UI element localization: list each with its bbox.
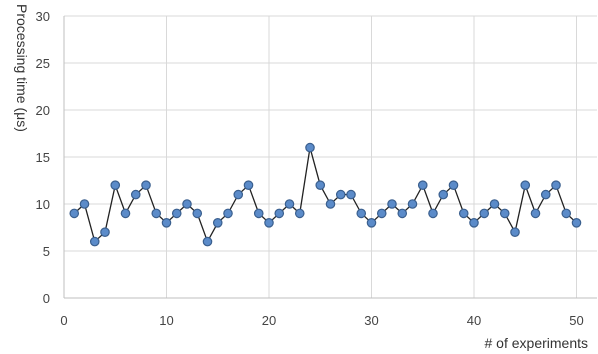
x-tick-label: 40 <box>467 313 481 328</box>
data-point <box>469 218 479 228</box>
data-point <box>233 189 244 200</box>
data-point <box>79 199 90 209</box>
y-tick-label: 20 <box>36 103 50 118</box>
data-point <box>561 208 572 219</box>
data-point <box>366 218 377 228</box>
tick-labels: 0 5 10 15 20 25 30 0 10 20 30 40 50 <box>36 9 584 328</box>
data-point <box>294 208 305 219</box>
data-point <box>510 227 520 237</box>
y-tick-label: 25 <box>36 56 50 71</box>
data-point <box>120 208 131 219</box>
data-point <box>182 199 192 209</box>
data-point <box>407 199 418 209</box>
data-point <box>151 208 162 219</box>
y-tick-label: 0 <box>43 291 50 306</box>
y-tick-label: 30 <box>36 9 50 24</box>
data-point <box>520 180 531 190</box>
y-tick-label: 15 <box>36 150 50 165</box>
data-point <box>551 180 561 190</box>
data-point <box>448 180 459 190</box>
data-point <box>89 236 100 247</box>
data-point <box>376 208 387 219</box>
y-axis-title: Processing time (μs) <box>14 4 30 132</box>
series <box>69 142 582 247</box>
data-point <box>305 142 315 153</box>
data-point <box>274 208 285 219</box>
data-point <box>202 236 213 247</box>
data-point <box>530 208 541 219</box>
x-tick-label: 30 <box>364 313 378 328</box>
data-point <box>161 218 172 228</box>
axes <box>63 16 597 299</box>
data-point <box>489 199 500 209</box>
data-point <box>438 189 449 200</box>
data-point <box>100 227 110 237</box>
x-tick-label: 20 <box>262 313 276 328</box>
y-tick-label: 10 <box>36 197 50 212</box>
data-point <box>387 199 397 209</box>
data-point <box>171 208 182 219</box>
data-point <box>243 180 254 190</box>
series-line <box>73 147 577 244</box>
data-point <box>325 199 336 209</box>
data-point <box>315 180 326 190</box>
data-point <box>397 208 408 219</box>
data-point <box>223 208 233 219</box>
data-point <box>479 208 490 219</box>
x-tick-label: 10 <box>159 313 173 328</box>
data-point <box>346 189 356 200</box>
data-point <box>540 189 551 200</box>
data-point <box>499 208 510 219</box>
x-tick-label: 50 <box>569 313 583 328</box>
data-point <box>284 199 295 209</box>
data-point <box>264 218 274 228</box>
data-point <box>428 208 438 219</box>
data-point <box>417 180 428 190</box>
data-point <box>335 189 346 200</box>
data-point <box>212 218 223 228</box>
data-point <box>141 180 151 190</box>
data-point <box>69 208 80 219</box>
grid <box>64 15 597 298</box>
x-axis-title: # of experiments <box>485 335 589 351</box>
data-point <box>571 218 582 228</box>
data-point <box>253 208 264 219</box>
data-point <box>192 208 203 219</box>
data-point <box>458 208 469 219</box>
y-tick-label: 5 <box>43 244 50 259</box>
data-point <box>110 180 121 190</box>
data-point <box>130 189 141 200</box>
data-point <box>356 208 367 219</box>
x-tick-label: 0 <box>60 313 67 328</box>
